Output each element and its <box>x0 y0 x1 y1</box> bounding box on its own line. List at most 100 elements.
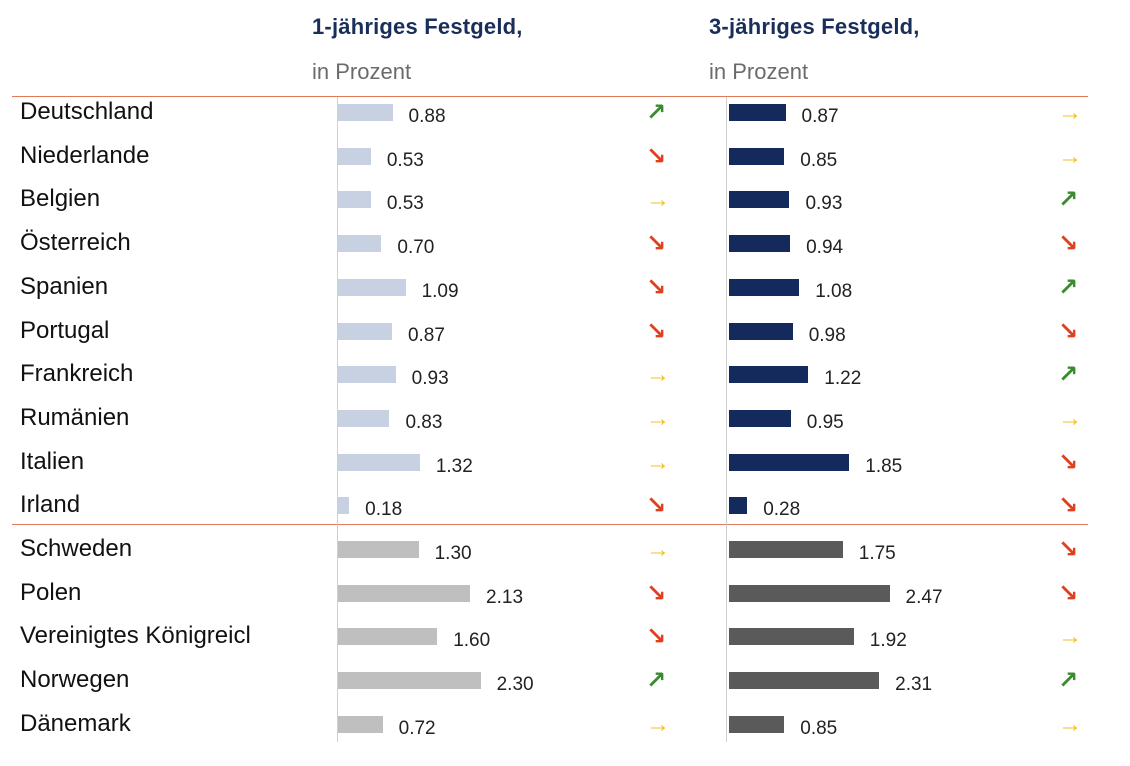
bar-series1 <box>338 366 396 384</box>
arrow-right-icon: → <box>646 404 670 432</box>
col2-title: 3-jähriges Festgeld, <box>709 14 920 39</box>
arrow-down-right-icon: ↘ <box>1058 579 1079 607</box>
arrow-down-right-icon: ↘ <box>646 317 667 345</box>
value-label: 0.88 <box>408 106 446 127</box>
country-label: Deutschland <box>20 98 154 125</box>
value-label: 0.93 <box>411 368 449 390</box>
bar-series2 <box>729 672 880 690</box>
arrow-down-right-icon: ↘ <box>1058 230 1079 258</box>
value-label: 0.94 <box>806 237 844 259</box>
country-label: Portugal <box>20 316 110 344</box>
arrow-down-right-icon: ↘ <box>646 142 667 170</box>
arrow-right-icon: → <box>1058 623 1082 651</box>
arrow-right-icon: → <box>646 186 670 214</box>
bar-series2 <box>729 584 890 602</box>
bar-series2 <box>729 497 748 515</box>
bar-series1 <box>338 278 406 296</box>
value-label: 2.13 <box>486 586 524 608</box>
bar-series1 <box>338 453 420 471</box>
arrow-right-icon: → <box>646 448 670 476</box>
arrow-down-right-icon: ↘ <box>1058 536 1079 563</box>
value-label: 0.87 <box>407 324 445 346</box>
col1-baseline <box>337 97 338 742</box>
arrow-down-right-icon: ↘ <box>646 579 667 607</box>
col2-unit: in Prozent <box>709 59 809 84</box>
country-label: Schweden <box>20 535 133 562</box>
value-label: 0.85 <box>800 717 838 739</box>
country-label: Irland <box>20 491 81 519</box>
value-label: 0.95 <box>806 411 844 433</box>
value-label: 0.53 <box>386 193 424 215</box>
value-label: 0.18 <box>365 499 403 521</box>
arrow-down-right-icon: ↘ <box>1058 492 1079 520</box>
arrow-up-right-icon: ↗ <box>646 99 667 126</box>
bar-series2 <box>729 235 791 253</box>
arrow-right-icon: → <box>646 710 670 738</box>
bar-series1 <box>338 541 419 558</box>
value-label: 0.70 <box>397 237 435 259</box>
country-label: Italien <box>20 447 85 475</box>
value-label: 0.93 <box>805 193 843 215</box>
bar-series2 <box>729 278 800 296</box>
bar-series2 <box>729 191 790 209</box>
value-label: 2.31 <box>895 674 933 696</box>
value-label: 1.92 <box>869 630 907 652</box>
country-label: Rumänien <box>20 403 130 431</box>
arrow-down-right-icon: ↘ <box>1058 317 1079 345</box>
bar-series2 <box>729 715 785 733</box>
value-label: 0.98 <box>808 324 846 346</box>
arrow-up-right-icon: ↗ <box>1058 361 1079 389</box>
value-label: 0.87 <box>801 106 839 127</box>
value-label: 1.30 <box>434 543 472 564</box>
value-label: 0.53 <box>386 149 424 171</box>
country-label: Norwegen <box>20 666 130 694</box>
bar-series1 <box>338 235 382 253</box>
bar-series1 <box>338 147 371 165</box>
col1-unit: in Prozent <box>312 59 412 84</box>
arrow-right-icon: → <box>1058 710 1082 738</box>
value-label: 2.30 <box>496 674 534 696</box>
country-label: Österreich <box>20 229 131 257</box>
country-label: Vereinigtes Königreicl <box>20 622 251 650</box>
bar-series1 <box>338 672 481 690</box>
arrow-up-right-icon: ↗ <box>1058 273 1079 301</box>
value-label: 0.83 <box>405 411 443 433</box>
bar-series2 <box>729 628 854 646</box>
bar-series1 <box>338 497 350 515</box>
arrow-right-icon: → <box>1058 142 1082 170</box>
bar-series2 <box>729 104 786 121</box>
bar-series1 <box>338 409 390 427</box>
bar-series2 <box>729 366 809 384</box>
value-label: 1.22 <box>824 368 862 390</box>
bar-series2 <box>729 147 785 165</box>
country-label: Belgien <box>20 185 101 213</box>
col2-baseline <box>726 97 727 742</box>
arrow-right-icon: → <box>646 361 670 389</box>
arrow-down-right-icon: ↘ <box>646 273 667 301</box>
country-label: Polen <box>20 578 82 606</box>
bar-series1 <box>338 104 393 121</box>
value-label: 0.28 <box>763 499 801 521</box>
bar-series2 <box>729 541 843 558</box>
bar-series1 <box>338 584 471 602</box>
arrow-down-right-icon: ↘ <box>646 623 667 651</box>
arrow-right-icon: → <box>1058 404 1082 432</box>
arrow-up-right-icon: ↗ <box>646 667 667 695</box>
value-label: 0.72 <box>398 717 436 739</box>
bar-series2 <box>729 453 850 471</box>
country-label: Dänemark <box>20 709 131 737</box>
value-label: 0.85 <box>800 149 838 171</box>
bar-series2 <box>729 409 791 427</box>
group-divider <box>12 524 1088 525</box>
value-label: 1.75 <box>858 543 896 564</box>
bar-series2 <box>729 322 793 340</box>
country-label: Frankreich <box>20 360 134 388</box>
value-label: 1.09 <box>421 280 459 302</box>
bar-series1 <box>338 322 392 340</box>
col1-title: 1-jähriges Festgeld, <box>312 14 523 39</box>
value-label: 1.32 <box>435 455 473 477</box>
arrow-right-icon: → <box>1058 99 1082 126</box>
arrow-right-icon: → <box>646 536 670 563</box>
value-label: 2.47 <box>905 586 943 608</box>
top-divider <box>12 96 1088 97</box>
